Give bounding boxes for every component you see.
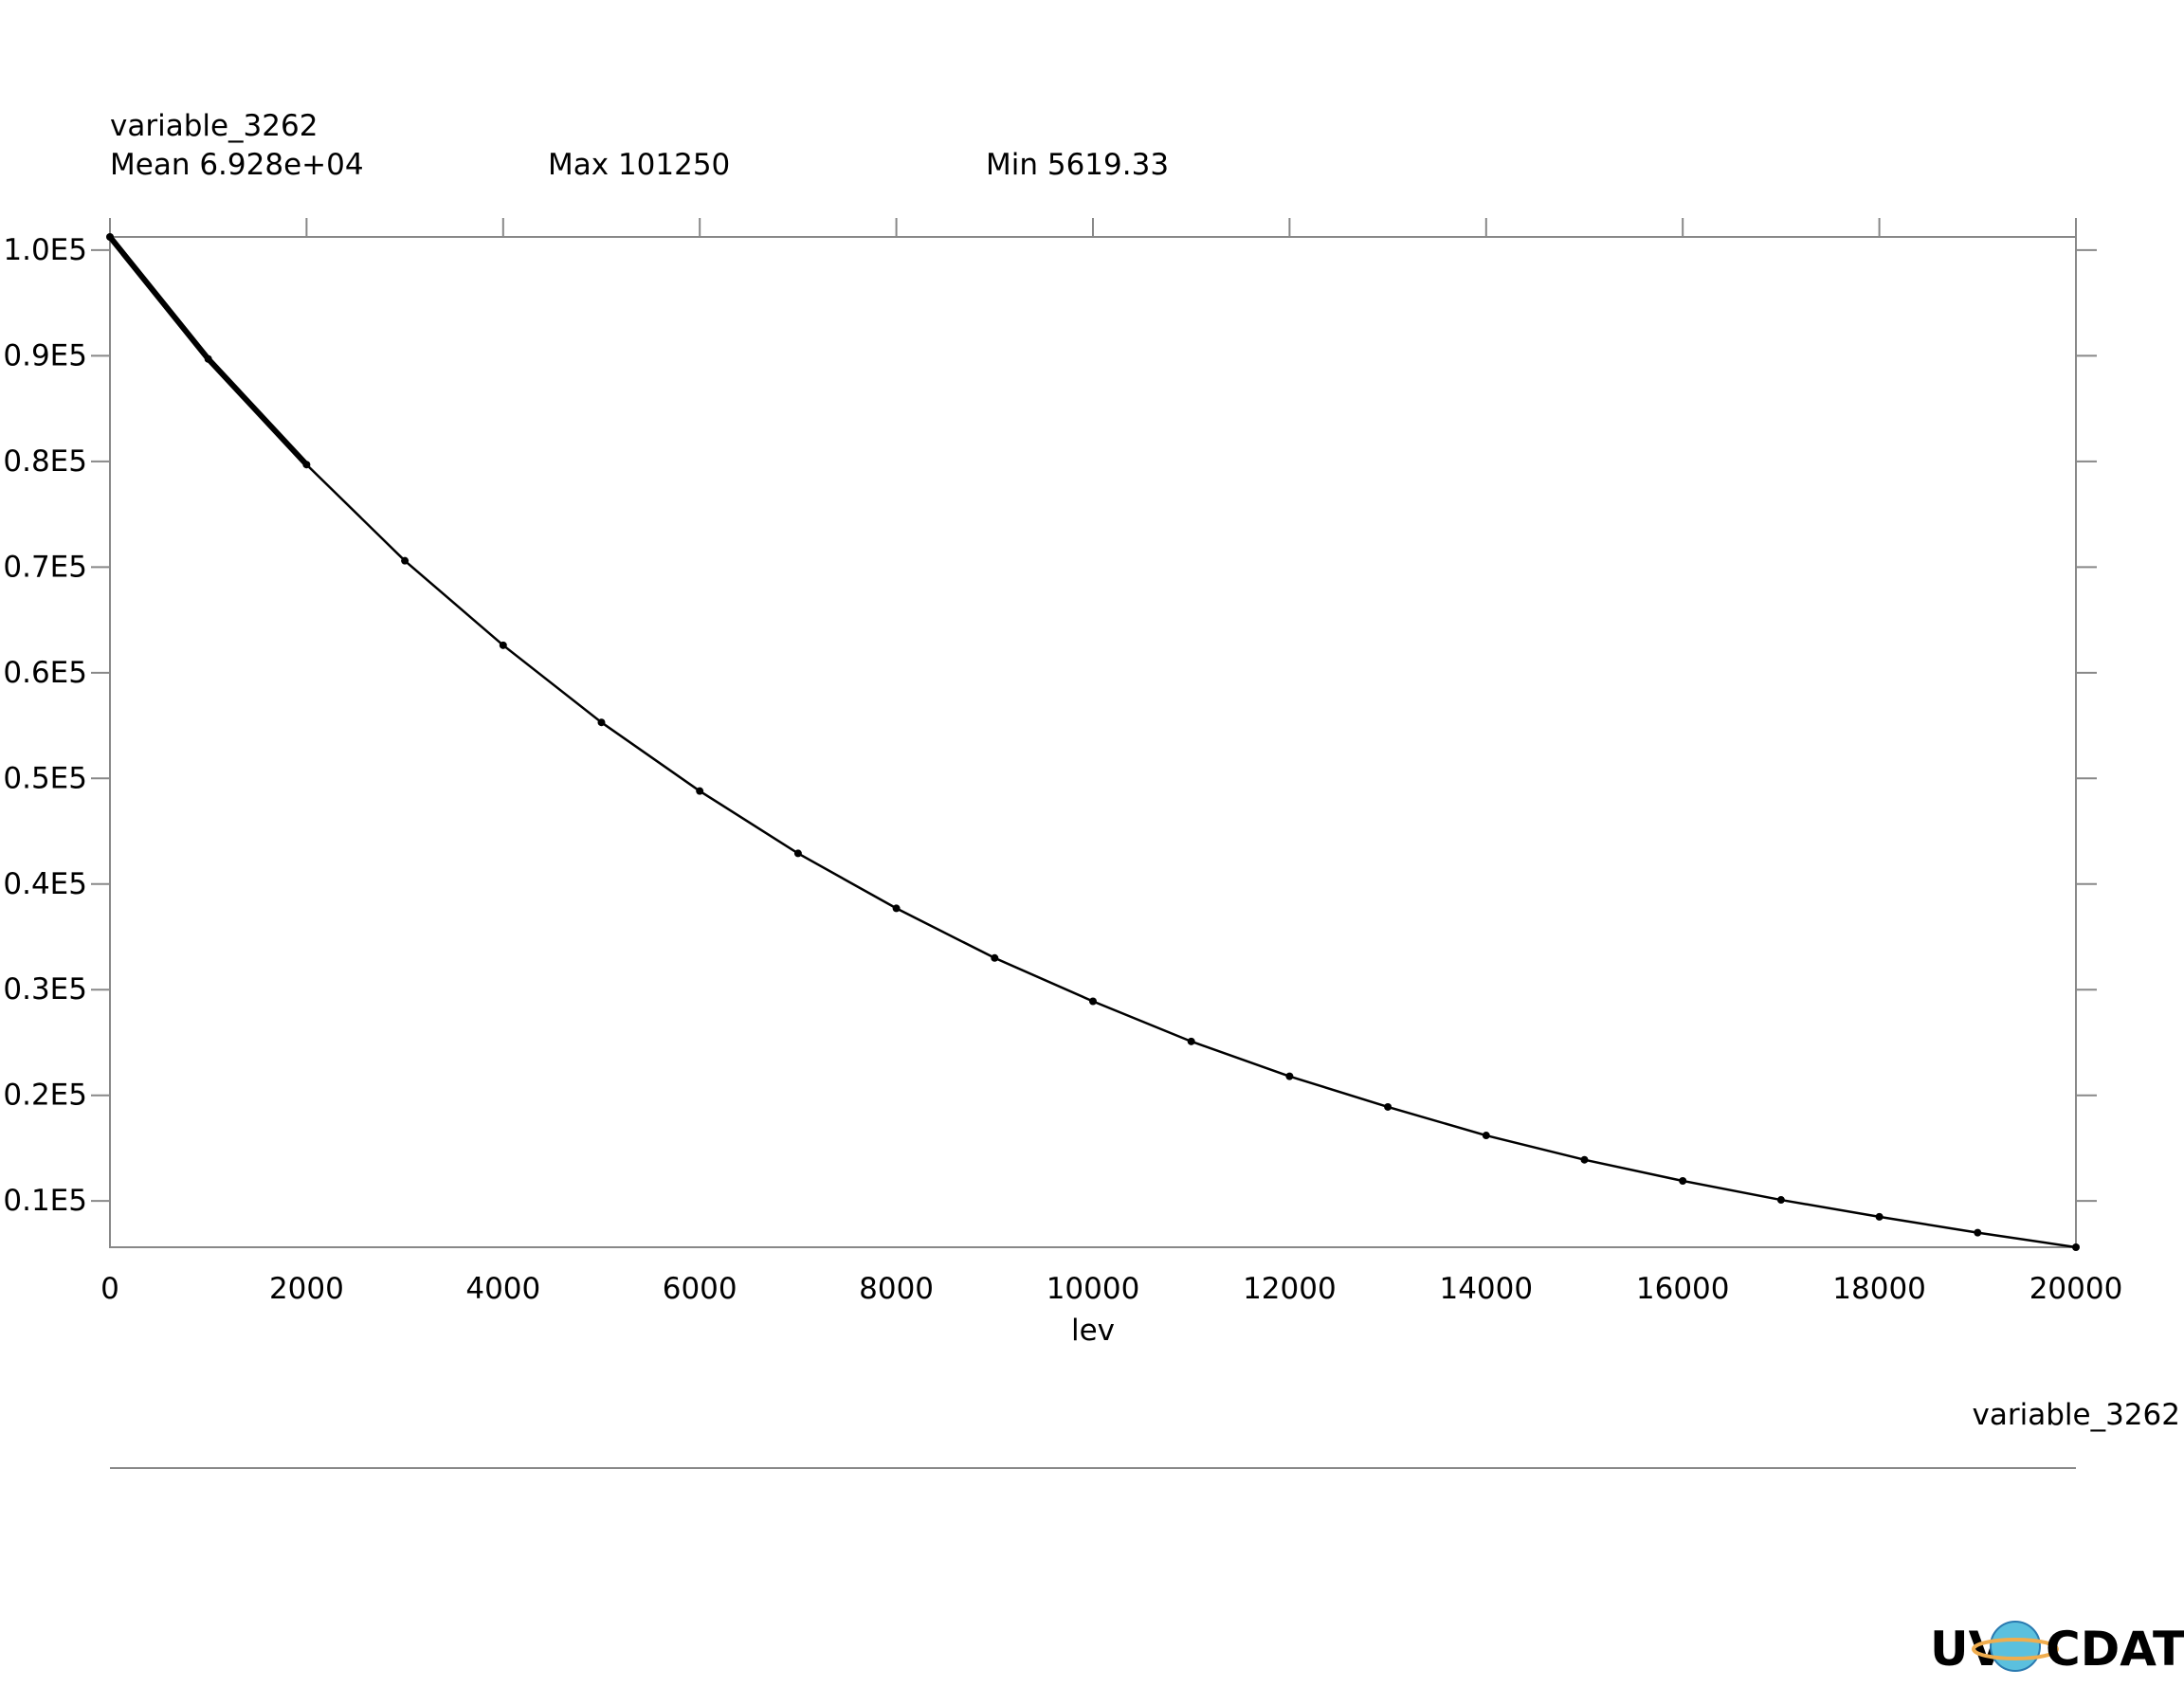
y-tick-label: 0.8E5 bbox=[3, 444, 87, 479]
data-point bbox=[696, 787, 704, 795]
data-point bbox=[991, 953, 999, 962]
y-tick-label: 0.6E5 bbox=[3, 656, 87, 690]
x-tick-label: 14000 bbox=[1439, 1272, 1533, 1306]
x-tick-label: 16000 bbox=[1636, 1272, 1730, 1306]
data-point bbox=[1776, 1196, 1785, 1205]
data-point bbox=[892, 904, 901, 913]
y-axis-ticks: 0.1E5 0.2E5 0.3E5 0.4E5 0.5E5 0.6E5 0.7E5 0.8E5… bbox=[3, 233, 2097, 1218]
mean-stat: Mean 6.928e+04 bbox=[110, 148, 364, 182]
data-point bbox=[204, 354, 212, 363]
x-tick-label: 10000 bbox=[1046, 1272, 1140, 1306]
data-point bbox=[302, 461, 311, 469]
data-point bbox=[1089, 997, 1097, 1006]
series-layer bbox=[106, 233, 2080, 1251]
x-tick-label: 12000 bbox=[1243, 1272, 1337, 1306]
x-tick-label: 18000 bbox=[1832, 1272, 1926, 1306]
y-tick-label: 0.5E5 bbox=[3, 761, 87, 795]
globe-icon bbox=[1990, 1621, 2041, 1672]
uvcdat-logo: UV CDAT bbox=[1930, 1621, 2184, 1677]
data-point bbox=[1580, 1155, 1589, 1164]
y-tick-label: 0.3E5 bbox=[3, 972, 87, 1007]
x-tick-label: 20000 bbox=[2029, 1272, 2123, 1306]
data-point bbox=[1187, 1037, 1195, 1045]
y-tick-label: 0.4E5 bbox=[3, 867, 87, 901]
plot-frame bbox=[109, 236, 2077, 1248]
data-point bbox=[1679, 1176, 1687, 1185]
x-tick-label: 4000 bbox=[465, 1272, 540, 1306]
data-point bbox=[401, 556, 410, 565]
min-stat: Min 5619.33 bbox=[986, 148, 1169, 182]
data-point bbox=[793, 849, 802, 858]
series-line-dense-segment bbox=[107, 235, 309, 467]
y-tick-label: 0.2E5 bbox=[3, 1079, 87, 1113]
x-tick-label: 6000 bbox=[663, 1272, 737, 1306]
x-tick-label: 8000 bbox=[859, 1272, 934, 1306]
data-point bbox=[1285, 1072, 1294, 1080]
y-tick-label: 1.0E5 bbox=[3, 233, 87, 267]
legend-label: variable_3262 bbox=[1973, 1398, 2180, 1432]
chart-title: variable_3262 bbox=[110, 109, 318, 143]
x-axis-label: lev bbox=[1071, 1314, 1115, 1348]
data-point bbox=[1482, 1132, 1490, 1140]
series-line bbox=[109, 236, 2077, 1249]
globe-orbit-icon bbox=[1972, 1638, 2059, 1660]
data-point bbox=[2072, 1243, 2080, 1251]
y-tick-label: 0.7E5 bbox=[3, 550, 87, 584]
data-point bbox=[1875, 1212, 1884, 1221]
data-point bbox=[106, 233, 114, 241]
x-tick-label: 2000 bbox=[269, 1272, 344, 1306]
data-point bbox=[1384, 1102, 1392, 1111]
data-point bbox=[499, 641, 507, 649]
y-tick-label: 0.1E5 bbox=[3, 1184, 87, 1218]
x-tick-label: 0 bbox=[100, 1272, 119, 1306]
y-tick-label: 0.9E5 bbox=[3, 338, 87, 372]
logo-text-right: CDAT bbox=[2046, 1622, 2184, 1677]
data-point bbox=[1974, 1228, 1982, 1237]
data-point bbox=[597, 718, 606, 727]
x-axis-ticks: 0 2000 4000 6000 8000 10000 12000 14000 16000 180… bbox=[100, 218, 2122, 1306]
max-stat: Max 101250 bbox=[548, 148, 730, 182]
